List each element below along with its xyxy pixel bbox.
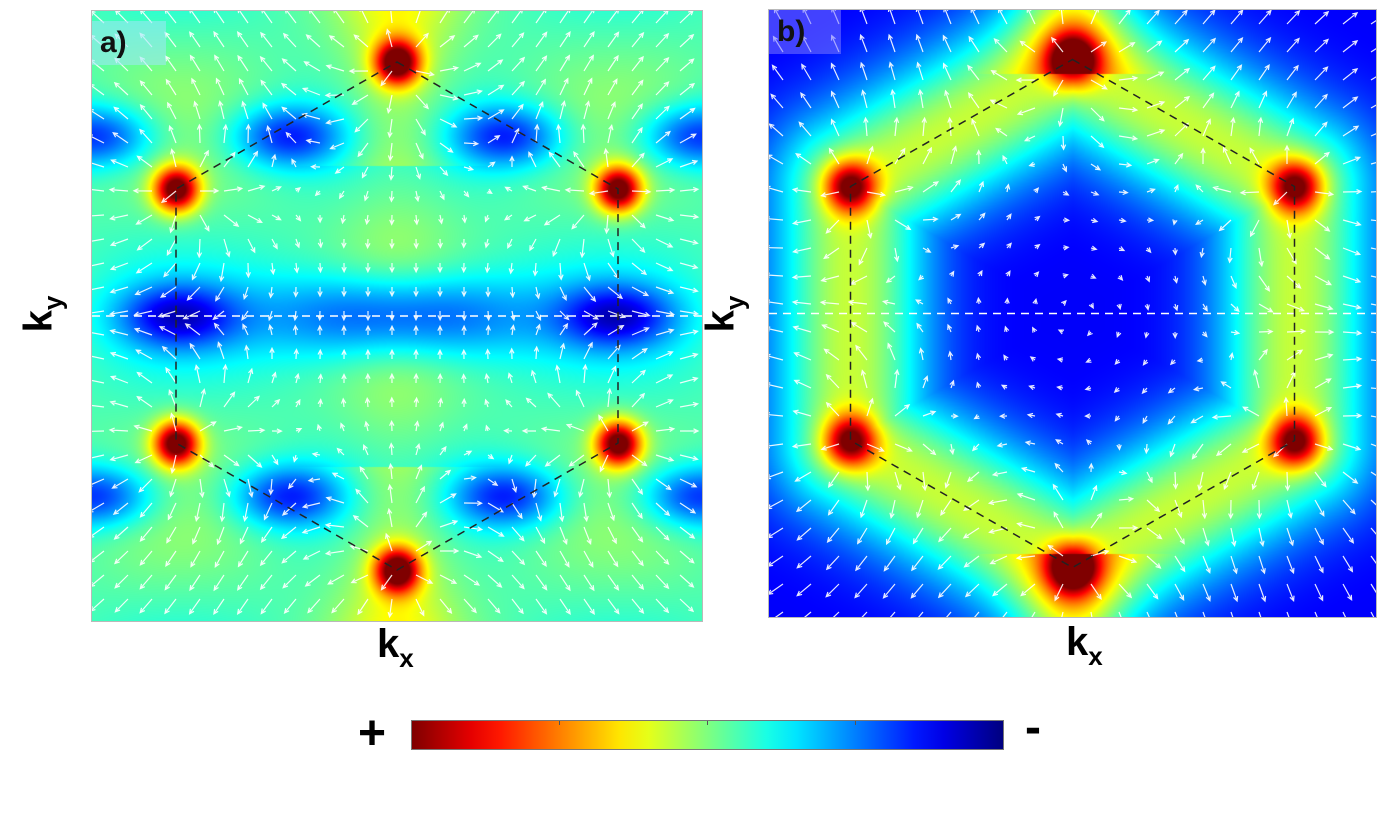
colorbar-high-label: +	[358, 707, 387, 760]
panel-a-overlay	[92, 11, 702, 619]
panel-a-label: a)	[92, 21, 166, 65]
brillouin-zone-hexagon	[175, 61, 619, 571]
brillouin-zone-hexagon	[849, 58, 1296, 569]
panel-b-y-axis-label: ky	[698, 295, 750, 333]
vector-field-arrows	[92, 11, 700, 619]
panel-a-heatmap: a)	[91, 10, 703, 622]
panel-b-label: b)	[769, 10, 841, 54]
colorbar-tick	[855, 721, 856, 725]
panel-b-overlay	[769, 10, 1376, 617]
panel-a-y-axis-label: ky	[16, 295, 68, 333]
colorbar	[411, 720, 1004, 750]
colorbar-tick	[559, 721, 560, 725]
panel-a-x-axis-label: kx	[377, 622, 414, 673]
panel-b-heatmap: b)	[768, 9, 1377, 618]
colorbar-tick	[707, 721, 708, 725]
colorbar-low-label: -	[1025, 701, 1041, 754]
panel-b-x-axis-label: kx	[1066, 620, 1103, 671]
